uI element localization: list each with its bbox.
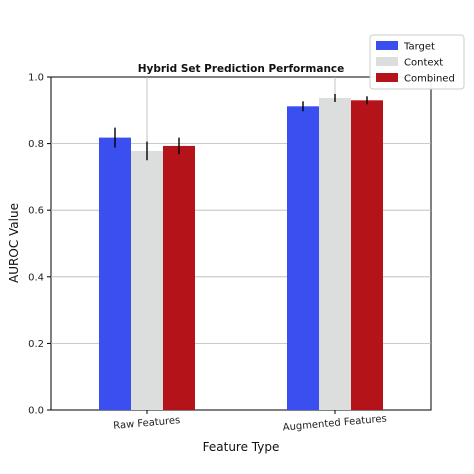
y-axis-ticks: 0.0 0.2 0.4 0.6 0.8 1.0 — [28, 73, 51, 417]
bar-target-1 — [287, 106, 319, 410]
bars — [99, 97, 383, 410]
x-tick-label: Raw Features — [113, 415, 181, 432]
y-tick-label: 0.4 — [28, 272, 44, 283]
legend: Target Context Combined — [369, 34, 465, 90]
y-tick-label: 0.0 — [28, 406, 44, 417]
bar-context-1 — [319, 97, 351, 410]
y-tick-label: 0.2 — [28, 339, 44, 350]
bar-context-0 — [131, 150, 163, 410]
chart-title: Hybrid Set Prediction Performance — [138, 63, 345, 75]
bar-combined-1 — [351, 100, 383, 410]
error-bars — [114, 93, 368, 161]
x-tick-label: Augmented Features — [282, 413, 387, 433]
legend-swatch-context — [376, 57, 398, 66]
x-axis-ticks: Raw Features Augmented Features — [113, 410, 387, 434]
legend-label-target: Target — [403, 42, 435, 53]
legend-label-context: Context — [404, 58, 443, 69]
legend-swatch-combined — [376, 73, 398, 82]
legend-label-combined: Combined — [404, 74, 455, 85]
bar-combined-0 — [163, 145, 195, 410]
y-tick-label: 0.8 — [28, 139, 44, 150]
y-tick-label: 0.6 — [28, 206, 44, 217]
x-axis-label: Feature Type — [203, 440, 280, 454]
legend-swatch-target — [376, 41, 398, 50]
y-tick-label: 1.0 — [28, 73, 44, 84]
y-axis-label: AUROC Value — [7, 203, 21, 283]
bar-target-0 — [99, 137, 131, 410]
